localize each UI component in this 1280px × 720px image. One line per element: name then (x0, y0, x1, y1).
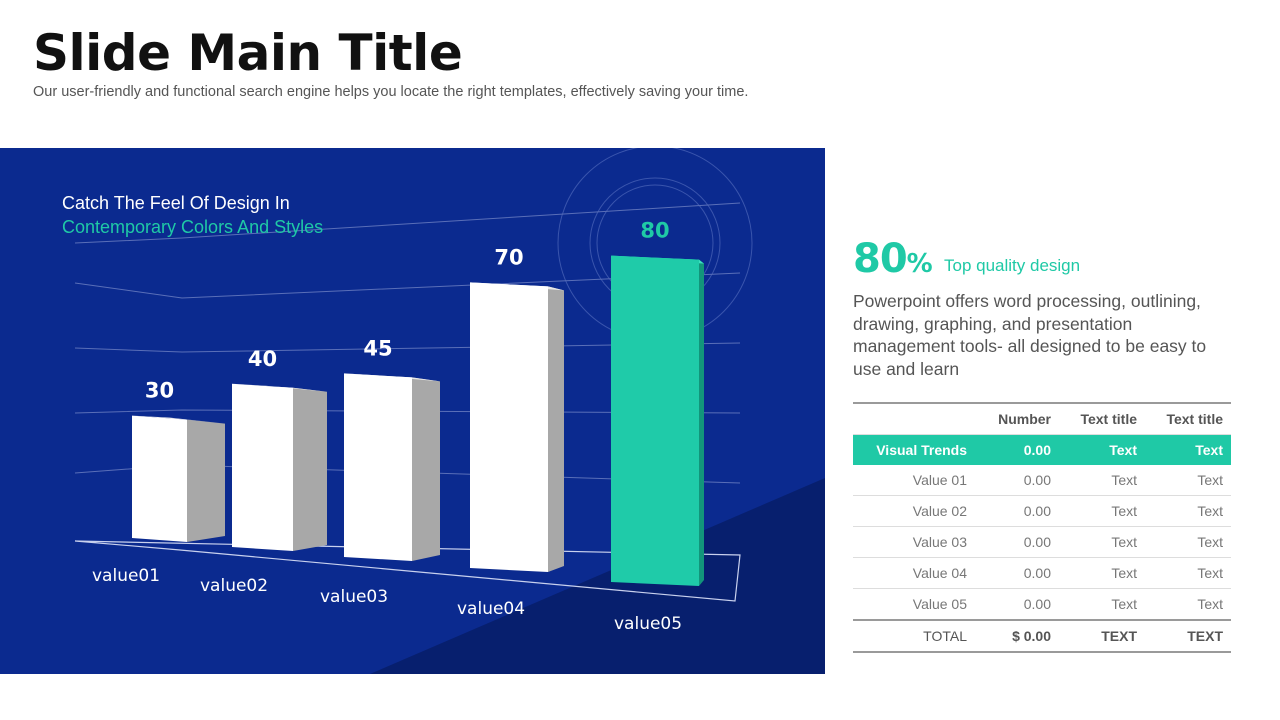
table-cell: Value 05 (853, 588, 975, 621)
bar-side-face (293, 387, 327, 551)
category-label: value05 (614, 614, 682, 634)
category-label: value01 (92, 566, 160, 586)
table-cell: 0.00 (975, 526, 1059, 558)
table-cell: Value 03 (853, 526, 975, 558)
header-cell: Text title (1145, 403, 1231, 435)
stat-label: Top quality design (944, 256, 1081, 275)
table-cell: Text (1059, 465, 1145, 496)
table-cell: Text (1059, 588, 1145, 621)
table-total-row: TOTAL $ 0.00 TEXT TEXT (853, 619, 1231, 652)
table-cell: 0.00 (975, 465, 1059, 496)
header-cell (853, 403, 975, 435)
table-row: Value 04 0.00 Text Text (853, 557, 1231, 589)
bar-front-face (611, 255, 699, 586)
category-label: value02 (200, 576, 268, 596)
slide-subtitle: Our user-friendly and functional search … (33, 84, 749, 100)
bar-side-face (548, 286, 564, 572)
gridline (74, 202, 741, 244)
bar-chart: Catch The Feel Of Design In Contemporary… (0, 148, 825, 674)
highlight-cell: Visual Trends (853, 434, 975, 465)
bar-value-label: 70 (494, 245, 523, 269)
bar-front-face (344, 373, 412, 561)
table-row: Value 02 0.00 Text Text (853, 495, 1231, 527)
total-cell: TOTAL (853, 619, 975, 652)
table-cell: Text (1059, 526, 1145, 558)
highlight-cell: 0.00 (975, 434, 1059, 465)
table-cell: Text (1145, 495, 1231, 527)
bar-value-label: 40 (248, 347, 277, 371)
table-cell: 0.00 (975, 495, 1059, 527)
stat-unit: % (906, 249, 933, 279)
total-cell: $ 0.00 (975, 619, 1059, 652)
table-cell: Text (1059, 557, 1145, 589)
total-cell: TEXT (1145, 619, 1231, 652)
gridline (74, 272, 741, 299)
table-row: Value 01 0.00 Text Text (853, 465, 1231, 496)
table-cell: Text (1059, 495, 1145, 527)
table-highlight-row: Visual Trends 0.00 Text Text (853, 434, 1231, 465)
data-table: Number Text title Text title Visual Tren… (853, 402, 1231, 653)
table-row: Value 03 0.00 Text Text (853, 526, 1231, 558)
table-cell: Text (1145, 557, 1231, 589)
stat-description: Powerpoint offers word processing, outli… (853, 291, 1207, 379)
chart-heading-line2: Contemporary Colors And Styles (62, 217, 323, 237)
bar-value04 (470, 282, 564, 572)
bar-value-label: 45 (363, 336, 392, 360)
table-cell: Text (1145, 526, 1231, 558)
bar-side-face (187, 419, 225, 542)
bar-front-face (470, 282, 548, 572)
header-cell: Number (975, 403, 1059, 435)
header-cell: Text title (1059, 403, 1145, 435)
chart-panel: Catch The Feel Of Design In Contemporary… (0, 148, 825, 674)
bars-layer (132, 255, 704, 586)
bar-value-label: 30 (145, 379, 174, 403)
bar-value01 (132, 415, 225, 542)
table-row: Value 05 0.00 Text Text (853, 588, 1231, 621)
bar-value03 (344, 373, 440, 561)
table-cell: 0.00 (975, 588, 1059, 621)
table-header-row: Number Text title Text title (853, 403, 1231, 435)
slide-title: Slide Main Title (33, 24, 463, 82)
highlight-cell: Text (1145, 434, 1231, 465)
bar-value05 (611, 255, 704, 586)
chart-heading-line1: Catch The Feel Of Design In (62, 193, 290, 213)
highlight-cell: Text (1059, 434, 1145, 465)
category-label: value04 (457, 599, 525, 619)
labels-layer: 30 value01 40 value02 45 value03 70 value04 80 va… (92, 219, 682, 634)
bar-value-label: 80 (640, 219, 669, 243)
table-cell: Text (1145, 465, 1231, 496)
table-cell: 0.00 (975, 557, 1059, 589)
stat-value: 80% (853, 236, 933, 282)
table-cell: Value 02 (853, 495, 975, 527)
bar-front-face (232, 383, 293, 551)
chart-background-shadow (370, 478, 825, 674)
bar-side-face (699, 259, 704, 586)
total-cell: TEXT (1059, 619, 1145, 652)
table-cell: Value 01 (853, 465, 975, 496)
category-label: value03 (320, 587, 388, 607)
stat-number: 80 (853, 236, 908, 282)
bar-value02 (232, 383, 327, 551)
table-cell: Text (1145, 588, 1231, 621)
bar-front-face (132, 415, 187, 542)
bar-side-face (412, 377, 440, 561)
table-cell: Value 04 (853, 557, 975, 589)
